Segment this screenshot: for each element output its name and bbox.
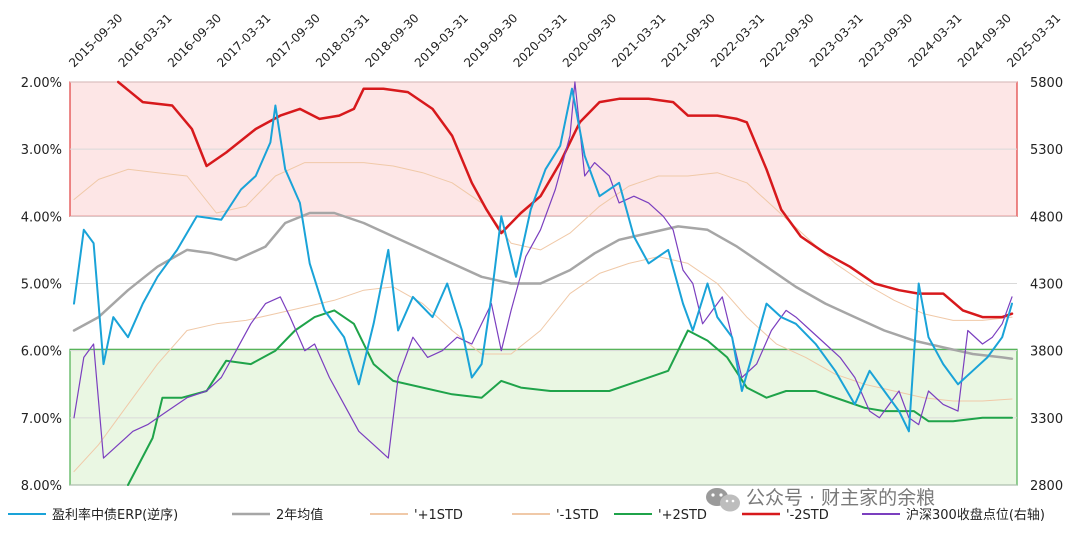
y-right-tick-label: 2800 xyxy=(1030,479,1063,494)
y-axis-right: 5800 5300 4800 4300 3800 3300 2800 xyxy=(1030,76,1063,494)
legend-label: '-2STD xyxy=(786,508,829,523)
series-line-6 xyxy=(73,81,1013,459)
legend-label: 沪深300收盘点位(右轴) xyxy=(906,507,1045,523)
y-right-tick-label: 3800 xyxy=(1030,345,1063,360)
legend-label: '+1STD xyxy=(414,508,463,523)
x-axis-ticks: 2015-09-302016-03-312016-09-302017-03-31… xyxy=(66,11,1063,70)
legend-label: '-1STD xyxy=(556,508,599,523)
series-line-5 xyxy=(116,80,1014,319)
y-right-tick-label: 4300 xyxy=(1030,278,1063,293)
legend: 盈利率中债ERP(逆序) 2年均值 '+1STD '-1STD '+2STD '-2STD… xyxy=(8,507,1045,523)
series-line-1 xyxy=(72,211,1014,360)
y-left-tick-label: 3.00% xyxy=(21,143,62,158)
series-line-4 xyxy=(127,309,1013,486)
y-left-tick-label: 8.00% xyxy=(21,479,62,494)
y-right-tick-label: 5800 xyxy=(1030,76,1063,91)
y-left-tick-label: 5.00% xyxy=(21,278,62,293)
x-tick-label: 2025-03-31 xyxy=(1004,11,1063,70)
gridlines xyxy=(70,81,1017,486)
watermark-text: 公众号 · 财主家的余粮 xyxy=(746,487,935,509)
legend-label: '+2STD xyxy=(658,508,707,523)
series-lines xyxy=(72,80,1014,486)
legend-label: 2年均值 xyxy=(276,507,323,523)
y-left-tick-label: 6.00% xyxy=(21,345,62,360)
series-line-2 xyxy=(73,256,1013,473)
shaded-band-1 xyxy=(69,348,1018,486)
y-right-tick-label: 3300 xyxy=(1030,412,1063,427)
y-left-tick-label: 7.00% xyxy=(21,412,62,427)
series-line-0 xyxy=(73,87,1013,433)
y-left-tick-label: 2.00% xyxy=(21,76,62,91)
y-right-tick-label: 5300 xyxy=(1030,143,1063,158)
legend-label: 盈利率中债ERP(逆序) xyxy=(52,507,178,523)
y-left-tick-label: 4.00% xyxy=(21,210,62,225)
watermark: 公众号 · 财主家的余粮 xyxy=(706,487,935,512)
y-right-tick-label: 4800 xyxy=(1030,210,1063,225)
y-axis-left: 2.00% 3.00% 4.00% 5.00% 6.00% 7.00% 8.00% xyxy=(21,76,62,494)
wechat-logo-icon xyxy=(706,488,740,512)
